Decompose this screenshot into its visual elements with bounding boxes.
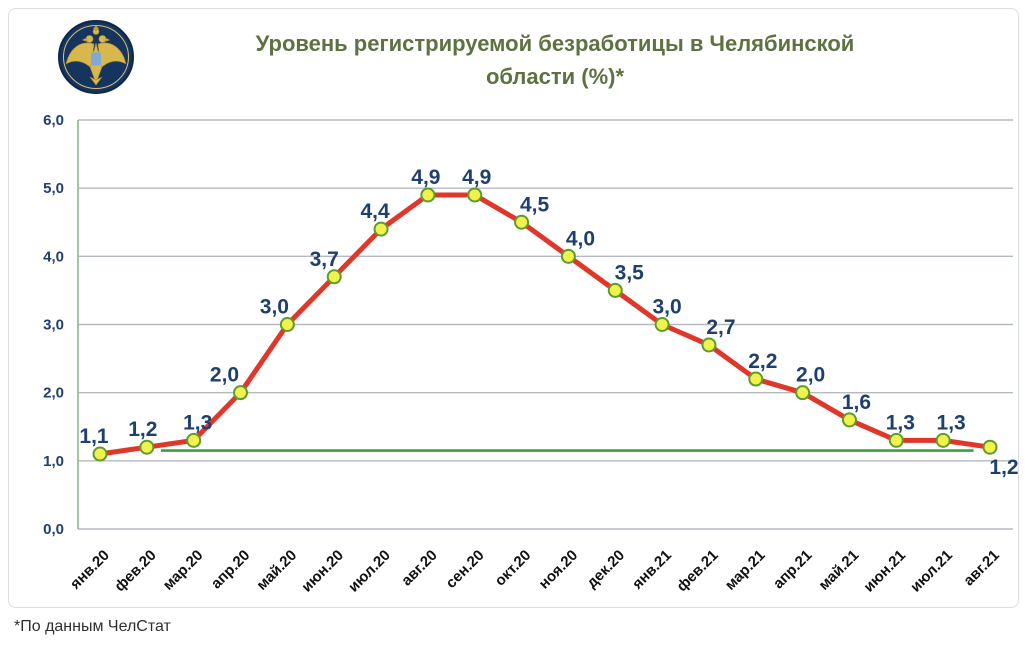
unemployment-line-chart: 0,0 1,0 2,0 3,0 4,0 5,0 6,0 1,1 1,2 1,3 2,0 3,0 3,7 4… (43, 112, 1018, 596)
svg-text:июн.20: июн.20 (298, 547, 347, 596)
svg-text:4,4: 4,4 (360, 200, 390, 223)
svg-text:1,3: 1,3 (886, 411, 915, 434)
svg-text:2,7: 2,7 (706, 316, 735, 339)
series-markers (92, 187, 998, 462)
svg-text:мар.21: мар.21 (722, 547, 769, 594)
source-note: *По данным ЧелСтат (14, 618, 171, 635)
chart-title: Уровень регистрируемой безработицы в Чел… (225, 27, 885, 93)
svg-text:фев.21: фев.21 (673, 547, 721, 595)
svg-text:апр.20: апр.20 (208, 547, 254, 593)
svg-text:1,3: 1,3 (937, 411, 966, 434)
svg-text:2,0: 2,0 (796, 364, 825, 387)
employment-service-emblem-icon (57, 19, 135, 95)
chart-title-line1: Уровень регистрируемой безработицы в Чел… (255, 31, 855, 56)
svg-text:4,0: 4,0 (43, 248, 64, 265)
svg-text:май.20: май.20 (253, 547, 300, 594)
svg-text:3,5: 3,5 (615, 261, 645, 284)
value-labels: 1,1 1,2 1,3 2,0 3,0 3,7 4,4 4,9 4,9 4,5 4,0 3,5 3,0 2… (79, 166, 1018, 479)
svg-text:дек.20: дек.20 (583, 547, 628, 592)
svg-text:июн.21: июн.21 (860, 547, 909, 596)
svg-text:окт.20: окт.20 (492, 547, 535, 590)
svg-text:4,5: 4,5 (520, 193, 550, 216)
svg-text:4,9: 4,9 (411, 166, 440, 189)
svg-text:4,0: 4,0 (566, 227, 595, 250)
svg-text:янв.21: янв.21 (629, 547, 675, 593)
svg-text:1,2: 1,2 (989, 456, 1018, 479)
svg-text:авг.21: авг.21 (960, 547, 1003, 590)
svg-text:2,0: 2,0 (43, 385, 64, 402)
y-axis-labels: 0,0 1,0 2,0 3,0 4,0 5,0 6,0 (43, 112, 64, 538)
svg-text:янв.20: янв.20 (67, 547, 113, 593)
svg-text:апр.21: апр.21 (770, 547, 816, 593)
svg-text:июл.20: июл.20 (345, 547, 394, 596)
gridlines (78, 119, 1013, 530)
svg-text:ноя.20: ноя.20 (536, 547, 582, 593)
svg-text:1,3: 1,3 (183, 411, 212, 434)
svg-text:1,1: 1,1 (79, 425, 109, 448)
svg-text:авг.20: авг.20 (398, 547, 441, 590)
svg-text:1,0: 1,0 (43, 453, 64, 470)
chart-card-frame (8, 8, 1019, 608)
svg-text:4,9: 4,9 (462, 166, 491, 189)
svg-text:3,7: 3,7 (310, 248, 339, 271)
svg-text:2,2: 2,2 (748, 350, 777, 373)
svg-text:сен.20: сен.20 (443, 547, 488, 592)
svg-text:1,2: 1,2 (128, 418, 157, 441)
chart-title-line2: области (%)* (485, 64, 625, 89)
svg-text:0,0: 0,0 (43, 521, 64, 538)
svg-text:фев.20: фев.20 (111, 547, 159, 595)
svg-text:мар.20: мар.20 (160, 547, 207, 594)
series-line (97, 192, 993, 457)
svg-text:1,6: 1,6 (842, 391, 871, 414)
svg-text:май.21: май.21 (815, 547, 862, 594)
emblem-svg (58, 20, 134, 94)
svg-text:6,0: 6,0 (43, 112, 64, 129)
svg-text:июл.21: июл.21 (907, 547, 956, 596)
svg-text:5,0: 5,0 (43, 180, 64, 197)
svg-text:2,0: 2,0 (210, 364, 239, 387)
svg-text:3,0: 3,0 (653, 296, 682, 319)
svg-text:3,0: 3,0 (43, 317, 64, 334)
svg-text:3,0: 3,0 (260, 296, 289, 319)
